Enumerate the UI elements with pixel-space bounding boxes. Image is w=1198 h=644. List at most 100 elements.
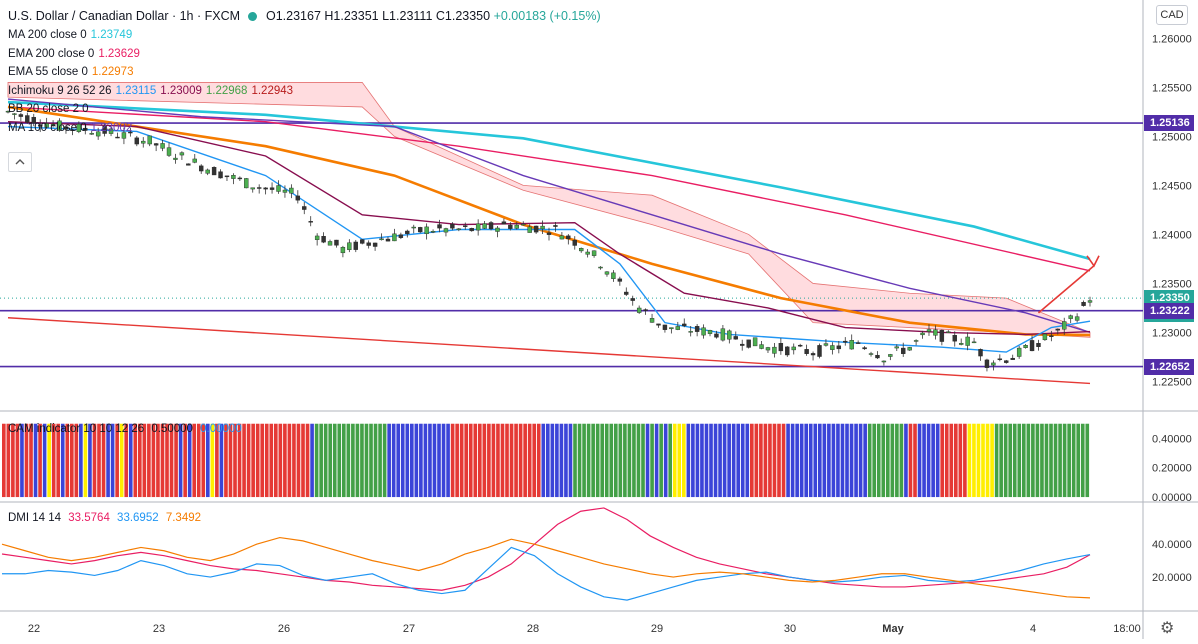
candle-body bbox=[366, 242, 371, 246]
candle-body bbox=[913, 340, 919, 342]
candle-body bbox=[862, 347, 867, 350]
candle-body bbox=[508, 224, 513, 229]
candle-body bbox=[514, 224, 519, 229]
cam-bar bbox=[523, 423, 527, 498]
cam-bar bbox=[808, 423, 813, 498]
indicator-row[interactable]: EMA 200 close 0 1.23629 bbox=[8, 47, 144, 61]
candle-body bbox=[540, 225, 545, 230]
cam-bar bbox=[958, 423, 963, 498]
cam-bar bbox=[24, 423, 29, 498]
cam-bar bbox=[967, 423, 972, 498]
candle-body bbox=[302, 206, 307, 210]
cam-bar bbox=[196, 423, 201, 498]
cam-bar bbox=[890, 423, 895, 498]
indicator-value: 1.23002 bbox=[90, 121, 133, 134]
cam-bar bbox=[201, 423, 206, 498]
indicator-row[interactable]: MA 200 close 0 1.23749 bbox=[8, 28, 136, 42]
cam-bar bbox=[777, 423, 781, 498]
cam-bar bbox=[47, 423, 51, 498]
indicator-row[interactable]: MA 100 close 0 1.23002 bbox=[8, 121, 136, 135]
cam-bar bbox=[468, 423, 473, 498]
candle-body bbox=[855, 342, 861, 344]
candle-body bbox=[656, 323, 661, 326]
cam-bar bbox=[419, 423, 423, 498]
candle-body bbox=[147, 135, 152, 145]
cam-bar bbox=[342, 423, 346, 498]
cam-bar bbox=[65, 423, 70, 498]
symbol-title[interactable]: U.S. Dollar / Canadian Dollar · 1h · FXC… bbox=[8, 9, 241, 23]
cam-bar bbox=[514, 423, 518, 498]
cam-bar bbox=[482, 423, 487, 498]
candle-body bbox=[894, 346, 899, 349]
candle-body bbox=[173, 157, 178, 160]
cam-bar bbox=[491, 423, 496, 498]
cam-bar bbox=[88, 423, 92, 498]
candle-body bbox=[888, 354, 893, 357]
candle-body bbox=[1068, 315, 1073, 319]
cam-bar bbox=[636, 423, 641, 498]
cam-bar bbox=[260, 423, 265, 498]
candle-body bbox=[849, 340, 854, 350]
cam-bar bbox=[954, 423, 958, 498]
market-status-icon bbox=[247, 12, 257, 21]
candle-body bbox=[701, 327, 706, 336]
cam-bar bbox=[124, 423, 129, 498]
cam-bar bbox=[224, 423, 228, 498]
indicator-value: 1.23749 bbox=[90, 29, 133, 41]
dmi-line-adx bbox=[1, 536, 1091, 599]
cam-bar bbox=[509, 423, 514, 498]
candle-body bbox=[971, 341, 977, 344]
cam-bar bbox=[296, 423, 301, 498]
cam-bar bbox=[2, 423, 6, 498]
cam-bar bbox=[754, 423, 759, 498]
cam-bar bbox=[876, 423, 881, 498]
cam-bar bbox=[441, 423, 446, 498]
current-price-tag: 1.23350 bbox=[1144, 290, 1194, 307]
cam-bar bbox=[219, 423, 224, 498]
candle-body bbox=[134, 137, 140, 145]
cam-bar bbox=[731, 423, 736, 498]
indicator-row[interactable]: Ichimoku 9 26 52 26 1.23115 1.23009 1.22968… bbox=[8, 84, 297, 98]
cam-bar bbox=[387, 423, 391, 498]
currency-button[interactable]: CAD bbox=[1156, 5, 1188, 25]
candle-body bbox=[57, 120, 62, 131]
candle-body bbox=[308, 221, 313, 223]
cam-bar bbox=[42, 423, 47, 498]
candle-body bbox=[141, 140, 146, 144]
candle-body bbox=[102, 125, 107, 134]
cam-bar bbox=[527, 423, 532, 498]
collapse-legend-button[interactable] bbox=[8, 152, 32, 172]
cam-bar bbox=[740, 423, 745, 498]
candle-body bbox=[643, 309, 648, 311]
settings-gear-icon[interactable]: ⚙ bbox=[1160, 620, 1175, 637]
candle-body bbox=[263, 187, 268, 190]
cam-bar bbox=[799, 423, 804, 498]
cam-bar bbox=[373, 423, 378, 498]
cam-bar bbox=[414, 423, 419, 498]
cam-bar bbox=[614, 423, 618, 498]
cam-bar bbox=[156, 423, 160, 498]
cam-bar bbox=[332, 423, 337, 498]
cam-bar bbox=[1040, 423, 1044, 498]
indicator-row[interactable]: BB 20 close 2 0 bbox=[8, 102, 93, 116]
candle-body bbox=[192, 158, 197, 163]
candle-body bbox=[714, 333, 719, 338]
candle-body bbox=[199, 165, 204, 172]
dmi-label: DMI 14 14 bbox=[8, 512, 62, 524]
candle-body bbox=[933, 329, 938, 336]
cam-bar bbox=[292, 423, 296, 498]
dmi-value-plus: 33.5764 bbox=[68, 512, 110, 524]
dmi-line-di bbox=[1, 507, 1091, 591]
candle-body bbox=[1023, 345, 1028, 348]
cam-bar bbox=[999, 423, 1003, 498]
indicator-value: 1.23009 bbox=[160, 84, 202, 97]
candle-body bbox=[314, 235, 320, 240]
cam-bar bbox=[165, 423, 169, 498]
cam-tick-label: 0.00000 bbox=[1152, 492, 1192, 504]
cam-tick-label: 0.40000 bbox=[1152, 433, 1192, 445]
cam-bar bbox=[428, 423, 432, 498]
indicator-label: BB 20 close 2 0 bbox=[8, 103, 89, 115]
indicator-row[interactable]: EMA 55 close 0 1.22973 bbox=[8, 65, 137, 79]
